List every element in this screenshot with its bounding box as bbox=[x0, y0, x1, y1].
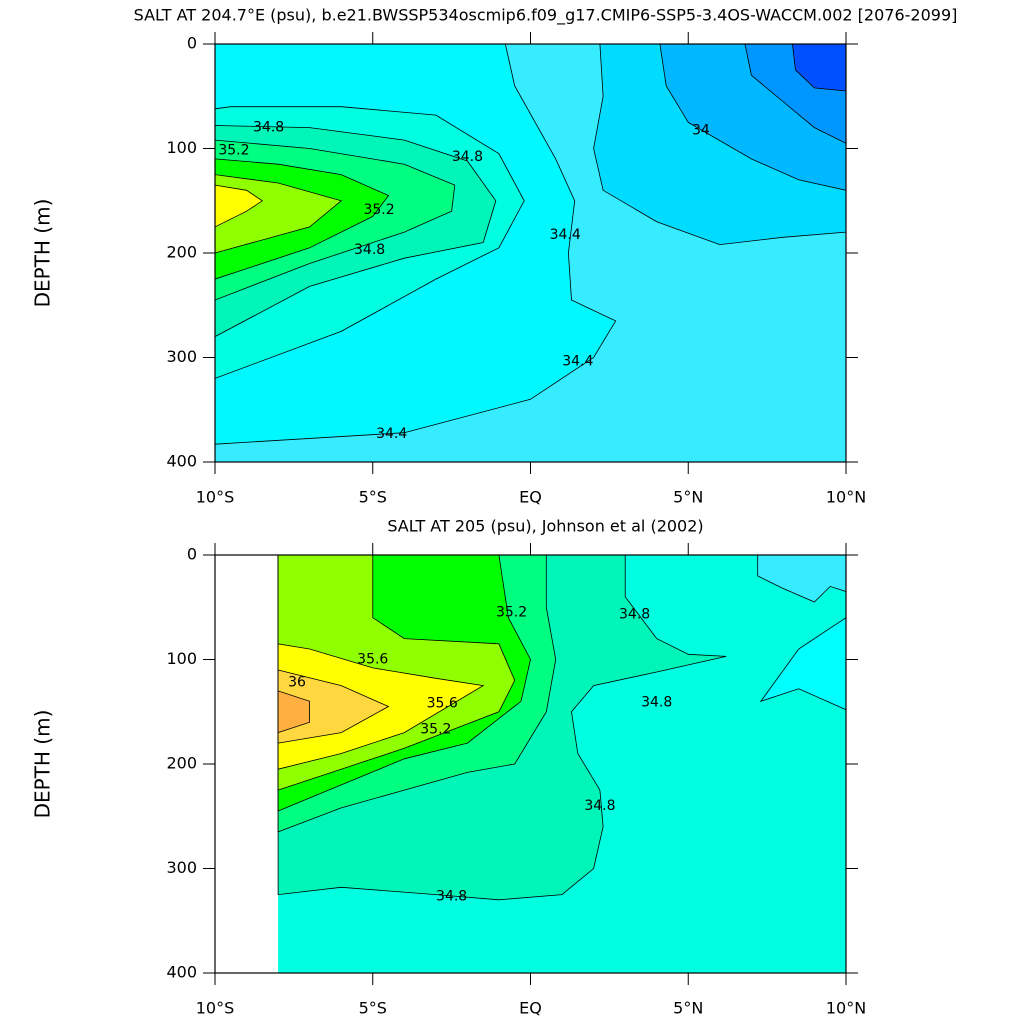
contour-region bbox=[277, 669, 390, 744]
y-tick-label: 0 bbox=[187, 545, 197, 564]
contour-label: 35.2 bbox=[420, 722, 451, 738]
contour-label: 34.8 bbox=[436, 889, 467, 905]
y-tick-label: 100 bbox=[166, 649, 197, 668]
contour-label: 34.4 bbox=[562, 354, 593, 370]
y-tick-label: 200 bbox=[166, 754, 197, 773]
contour-label: 34.8 bbox=[452, 149, 483, 165]
x-tick-label: 10°N bbox=[826, 999, 866, 1018]
x-tick-label: EQ bbox=[519, 999, 542, 1018]
contour-label: 35.2 bbox=[496, 604, 527, 620]
contour-label: 34 bbox=[692, 123, 710, 139]
x-tick-label: 5°N bbox=[673, 488, 703, 507]
contour-label: 34.8 bbox=[253, 120, 284, 136]
x-tick-label: EQ bbox=[519, 488, 542, 507]
contour-label: 34.8 bbox=[641, 694, 672, 710]
contour-label: 35.6 bbox=[357, 652, 388, 668]
y-tick-label: 0 bbox=[187, 34, 197, 53]
contour-label: 34.4 bbox=[376, 426, 407, 442]
x-tick-label: 10°S bbox=[196, 999, 235, 1018]
contour-plot: 0 100 200 300 400 10°S 5°S EQ 5°N 10°N 35.2 34.8 35.… bbox=[31, 517, 867, 1018]
x-tick-label: 5°N bbox=[673, 999, 703, 1018]
contour-label: 34.8 bbox=[584, 798, 615, 814]
contour-label: 34.8 bbox=[619, 607, 650, 623]
contour-region bbox=[215, 184, 264, 228]
fills bbox=[215, 44, 846, 462]
y-tick-label: 400 bbox=[166, 452, 197, 471]
y-axis-label: DEPTH (m) bbox=[31, 710, 55, 819]
x-tick-label: 10°N bbox=[826, 488, 866, 507]
y-tick-label: 300 bbox=[166, 347, 197, 366]
y-tick-label: 200 bbox=[166, 243, 197, 262]
x-tick-label: 5°S bbox=[359, 488, 387, 507]
contour-region bbox=[757, 555, 846, 603]
y-tick-label: 100 bbox=[166, 138, 197, 157]
contour-label: 34.8 bbox=[354, 242, 385, 258]
x-tick-label: 5°S bbox=[359, 999, 387, 1018]
contour-label: 36 bbox=[288, 674, 306, 690]
contour-label: 35.6 bbox=[427, 695, 458, 711]
y-tick-label: 400 bbox=[166, 963, 197, 982]
contour-label: 35.2 bbox=[218, 143, 249, 159]
y-tick-label: 300 bbox=[166, 858, 197, 877]
contour-label: 34.4 bbox=[550, 227, 581, 243]
contour-label: 35.2 bbox=[363, 202, 394, 218]
fills bbox=[277, 555, 846, 973]
contour-region bbox=[759, 617, 846, 711]
chart-title: SALT AT 204.7°E (psu), b.e21.BWSSP534osc… bbox=[134, 6, 958, 26]
contour-region bbox=[277, 690, 310, 734]
y-axis-label: DEPTH (m) bbox=[31, 199, 55, 308]
chart-title: SALT AT 205 (psu), Johnson et al (2002) bbox=[387, 517, 703, 536]
x-tick-label: 10°S bbox=[196, 488, 235, 507]
contour-region bbox=[791, 44, 846, 92]
